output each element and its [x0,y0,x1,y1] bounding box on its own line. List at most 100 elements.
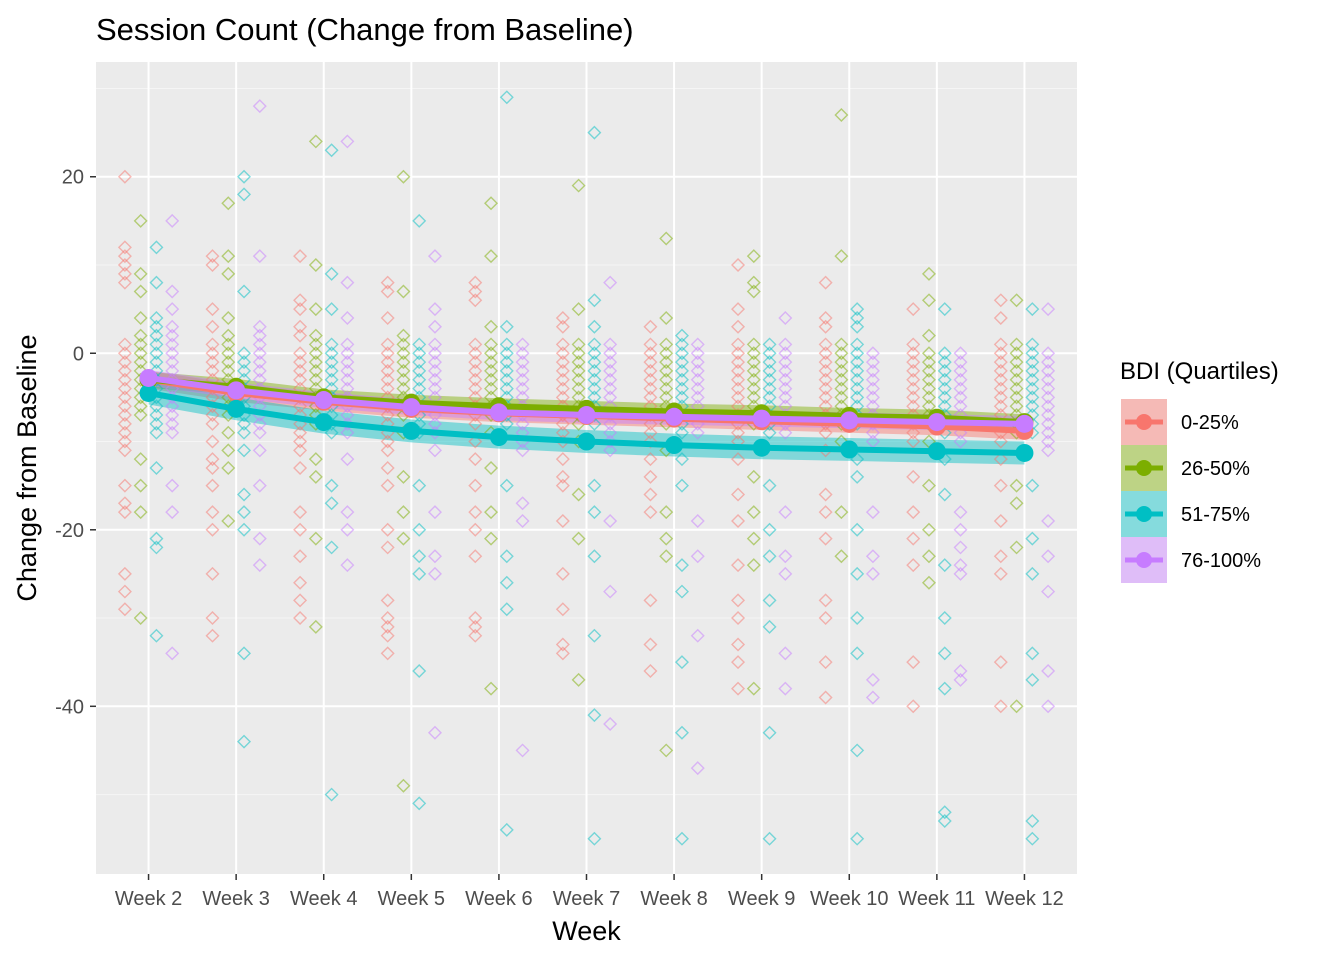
data-point [133,452,148,467]
data-point [499,346,514,361]
data-point [308,258,323,272]
data-point [165,355,180,370]
chart-title: Session Count (Change from Baseline) [96,12,634,47]
data-point [117,372,132,387]
data-point [818,611,833,626]
data-point [834,107,849,122]
data-point [921,346,936,361]
data-point [834,363,849,378]
data-point [850,390,865,405]
data-point [1025,531,1040,546]
data-point [380,310,395,325]
data-point [324,346,339,361]
data-point [205,258,220,272]
data-point [484,363,499,378]
data-point [308,355,323,370]
data-point [380,434,395,449]
data-point [571,487,586,502]
data-point [324,266,339,281]
data-point [396,531,411,546]
legend-label: 51-75% [1181,504,1250,526]
data-point [117,337,132,352]
data-point [603,513,618,528]
data-point [412,478,427,493]
data-point [587,372,602,387]
data-point [603,275,618,290]
data-point [293,355,308,370]
data-point [993,337,1008,352]
data-point [1009,355,1024,370]
data-point [117,602,132,617]
data-point [1041,355,1056,370]
data-point [850,310,865,325]
data-point [427,549,442,564]
data-point [380,540,395,555]
data-point [643,381,658,396]
data-point [865,363,880,378]
data-point [221,363,236,378]
data-point [865,346,880,361]
data-point [221,461,236,475]
data-point [149,408,164,423]
data-point [396,346,411,361]
data-point [324,496,339,511]
data-point [674,655,689,670]
data-point [293,293,308,308]
data-point [468,522,483,537]
data-point [117,399,132,414]
data-point [906,505,921,520]
data-point [293,611,308,626]
data-point [149,531,164,546]
data-point [834,346,849,361]
data-point [643,637,658,652]
legend-key-marker [1136,506,1152,522]
trend-marker [665,436,684,455]
data-point [1009,381,1024,396]
data-point [850,319,865,334]
data-point [324,302,339,317]
data-point [237,522,252,537]
data-point [953,381,968,396]
data-point [340,134,355,149]
data-point [818,346,833,361]
data-point [993,434,1008,449]
trend-marker [1015,414,1034,433]
x-tick-label: Week 9 [728,888,795,910]
data-point [778,310,793,325]
data-point [412,337,427,352]
data-point [778,681,793,696]
data-point [603,416,618,431]
data-point [396,169,411,184]
data-point [746,363,761,378]
data-point [133,505,148,520]
data-point [117,249,132,264]
data-point [237,187,252,202]
data-point [165,425,180,440]
data-point [484,249,499,264]
data-point [252,443,267,458]
data-point [205,522,220,537]
data-point [1041,664,1056,678]
data-point [555,381,570,396]
data-point [865,355,880,370]
data-point [659,363,674,378]
data-point [340,452,355,467]
data-point [603,337,618,352]
data-point [427,443,442,458]
data-point [117,381,132,396]
data-point [293,575,308,590]
data-point [690,372,705,387]
data-point [571,337,586,352]
data-point [746,531,761,546]
data-point [499,416,514,431]
data-point [1041,416,1056,431]
data-point [484,337,499,352]
data-point [674,355,689,370]
data-point [587,390,602,405]
legend-item: 26-50% [1121,445,1250,491]
data-point [953,363,968,378]
data-point [205,478,220,493]
data-point [850,611,865,626]
data-point [818,337,833,352]
data-point [117,496,132,511]
